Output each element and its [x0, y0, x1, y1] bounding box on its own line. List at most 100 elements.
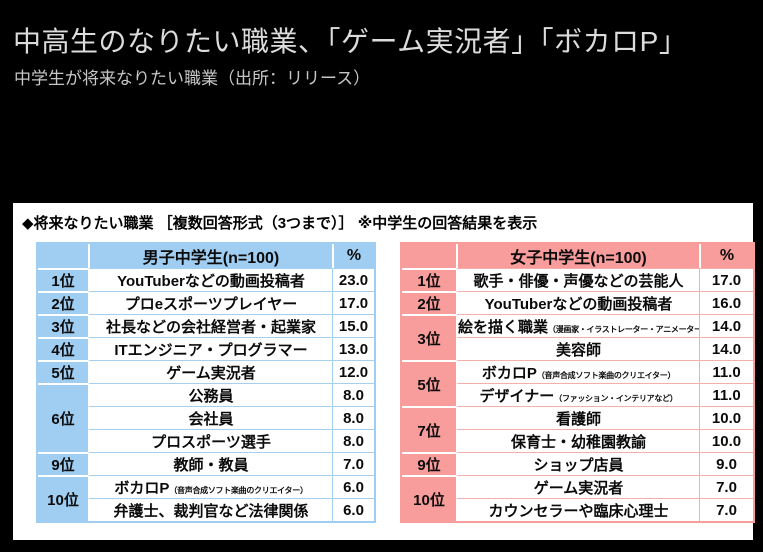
table-row: デザイナー（ファッション・インテリアなど） 11.0: [402, 383, 753, 406]
job-label: ボカロP: [481, 364, 537, 382]
job-label: 保育士・幼稚園教諭: [510, 433, 646, 451]
rank-cell: 10位: [402, 475, 456, 521]
table-row: 5位 ボカロP（音声合成ソフト楽曲のクリエイター） 11.0: [402, 360, 753, 406]
ranking-tables: 男子中学生(n=100) % 1位 YouTuberなどの動画投稿者 23.0 …: [36, 242, 755, 523]
percent-cell: 14.0: [699, 314, 753, 337]
table-header-row: 女子中学生(n=100) %: [402, 244, 753, 268]
rank-cell: 2位: [38, 291, 88, 314]
table-row: 2位 プロeスポーツプレイヤー 17.0: [38, 291, 374, 314]
table-row: 10位 ボカロP（音声合成ソフト楽曲のクリエイター） 6.0: [38, 475, 374, 521]
percent-cell: 7.0: [699, 475, 753, 498]
job-cell: YouTuberなどの動画投稿者: [456, 291, 699, 314]
table-row: 6位 公務員 8.0: [38, 383, 374, 452]
percent-cell: 7.0: [699, 498, 753, 521]
job-label: YouTuberなどの動画投稿者: [484, 295, 673, 313]
job-label: カウンセラーや臨床心理士: [488, 502, 669, 520]
rank-cell: 7位: [402, 406, 456, 452]
job-label: 教師・教員: [173, 456, 249, 474]
job-cell: 看護師: [456, 406, 699, 429]
job-cell: ITエンジニア・プログラマー: [88, 337, 332, 360]
rank-cell: 10位: [38, 475, 88, 521]
table-row: 9位 ショップ店員 9.0: [402, 452, 753, 475]
percent-cell: 8.0: [332, 429, 374, 452]
job-cell: ボカロP（音声合成ソフト楽曲のクリエイター）: [88, 475, 332, 498]
rank-column-header: [38, 244, 88, 268]
table-row: プロスポーツ選手 8.0: [38, 429, 374, 452]
panel-heading: ◆将来なりたい職業 ［複数回答形式（3つまで）］ ※中学生の回答結果を表示: [22, 215, 538, 232]
job-label: ショップ店員: [533, 456, 624, 474]
rank-cell: 5位: [402, 360, 456, 406]
rank-cell: 5位: [38, 360, 88, 383]
job-note: （ファッション・インテリアなど）: [554, 393, 678, 403]
rank-cell: 6位: [38, 383, 88, 452]
job-cell: 会社員: [88, 406, 332, 429]
table-header-row: 男子中学生(n=100) %: [38, 244, 374, 268]
table-row: カウンセラーや臨床心理士 7.0: [402, 498, 753, 521]
rank-cell: 2位: [402, 291, 456, 314]
percent-cell: 10.0: [699, 429, 753, 452]
rank-cell: 4位: [38, 337, 88, 360]
job-label: 美容師: [555, 341, 601, 359]
job-label: デザイナー: [479, 387, 555, 405]
percent-cell: 8.0: [332, 383, 374, 406]
job-label: 公務員: [188, 387, 234, 405]
job-label: YouTuberなどの動画投稿者: [117, 272, 305, 290]
table-row: 1位 YouTuberなどの動画投稿者 23.0: [38, 268, 374, 291]
rank-cell: 3位: [38, 314, 88, 337]
job-cell: ショップ店員: [456, 452, 699, 475]
table-row: 5位 ゲーム実況者 12.0: [38, 360, 374, 383]
percent-cell: 9.0: [699, 452, 753, 475]
job-label: プロeスポーツプレイヤー: [124, 295, 298, 313]
job-label: 看護師: [555, 410, 601, 428]
table-row: 4位 ITエンジニア・プログラマー 13.0: [38, 337, 374, 360]
table-row: 9位 教師・教員 7.0: [38, 452, 374, 475]
job-cell: 歌手・俳優・声優などの芸能人: [456, 268, 699, 291]
table-row: 保育士・幼稚園教諭 10.0: [402, 429, 753, 452]
job-note: （音声合成ソフト楽曲のクリエイター）: [169, 485, 308, 495]
job-cell: 教師・教員: [88, 452, 332, 475]
percent-column-header: %: [332, 244, 374, 268]
job-cell: ゲーム実況者: [456, 475, 699, 498]
job-cell: カウンセラーや臨床心理士: [456, 498, 699, 521]
girls-ranking-table: 女子中学生(n=100) % 1位 歌手・俳優・声優などの芸能人 17.0 2位…: [400, 242, 755, 523]
job-cell: 弁護士、裁判官など法律関係: [88, 498, 332, 521]
job-cell: 保育士・幼稚園教諭: [456, 429, 699, 452]
job-cell: 公務員: [88, 383, 332, 406]
percent-cell: 17.0: [332, 291, 374, 314]
job-cell: プロスポーツ選手: [88, 429, 332, 452]
job-cell: YouTuberなどの動画投稿者: [88, 268, 332, 291]
job-cell: 美容師: [456, 337, 699, 360]
percent-cell: 16.0: [699, 291, 753, 314]
percent-cell: 23.0: [332, 268, 374, 291]
percent-cell: 11.0: [699, 360, 753, 383]
job-label: プロスポーツ選手: [151, 433, 271, 451]
job-label: ITエンジニア・プログラマー: [114, 341, 308, 359]
percent-cell: 8.0: [332, 406, 374, 429]
job-cell: 絵を描く職業（漫画家・イラストレーター・アニメーター）: [456, 314, 699, 337]
rank-cell: 1位: [38, 268, 88, 291]
table-row: 美容師 14.0: [402, 337, 753, 360]
percent-cell: 7.0: [332, 452, 374, 475]
table-row: 会社員 8.0: [38, 406, 374, 429]
percent-cell: 17.0: [699, 268, 753, 291]
boys-group-header: 男子中学生(n=100): [88, 244, 332, 268]
percent-cell: 6.0: [332, 498, 374, 521]
job-label: 社長などの会社経営者・起業家: [105, 318, 316, 336]
rank-cell: 9位: [402, 452, 456, 475]
percent-cell: 11.0: [699, 383, 753, 406]
job-label: 絵を描く職業: [458, 318, 549, 336]
table-row: 3位 社長などの会社経営者・起業家 15.0: [38, 314, 374, 337]
table-row: 1位 歌手・俳優・声優などの芸能人 17.0: [402, 268, 753, 291]
page-title: 中高生のなりたい職業、「ゲーム実況者」「ボカロP」: [13, 26, 688, 57]
girls-group-header: 女子中学生(n=100): [456, 244, 699, 268]
job-cell: プロeスポーツプレイヤー: [88, 291, 332, 314]
percent-cell: 13.0: [332, 337, 374, 360]
job-label: 歌手・俳優・声優などの芸能人: [473, 272, 684, 290]
job-cell: ボカロP（音声合成ソフト楽曲のクリエイター）: [456, 360, 699, 383]
job-note: （漫画家・イラストレーター・アニメーター）: [548, 324, 699, 334]
rank-cell: 1位: [402, 268, 456, 291]
job-note: （音声合成ソフト楽曲のクリエイター）: [536, 370, 676, 380]
table-row: 弁護士、裁判官など法律関係 6.0: [38, 498, 374, 521]
rank-cell: 9位: [38, 452, 88, 475]
table-row: 7位 看護師 10.0: [402, 406, 753, 452]
